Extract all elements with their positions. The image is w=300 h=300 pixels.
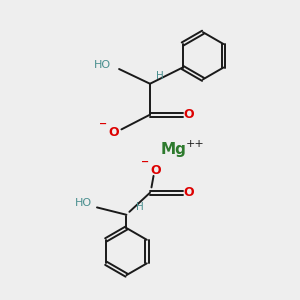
Text: H: H — [155, 71, 163, 81]
Text: HO: HO — [75, 198, 92, 208]
Text: Mg: Mg — [160, 142, 187, 158]
Text: H: H — [136, 202, 144, 212]
Text: O: O — [151, 164, 161, 177]
Text: ++: ++ — [185, 139, 204, 149]
Text: −: − — [99, 119, 107, 129]
Text: O: O — [183, 108, 194, 121]
Text: HO: HO — [94, 60, 112, 70]
Text: −: − — [141, 157, 149, 167]
Text: O: O — [183, 186, 194, 199]
Text: O: O — [108, 126, 119, 139]
